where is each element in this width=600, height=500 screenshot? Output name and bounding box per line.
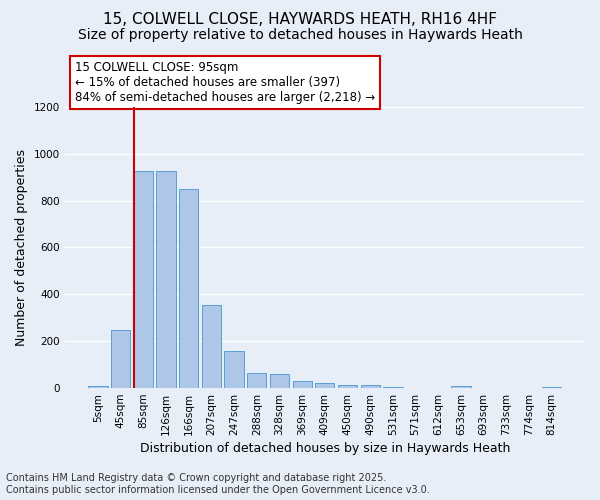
Bar [111,330,130,388]
Bar [134,170,153,388]
Bar [315,384,334,388]
Text: 15, COLWELL CLOSE, HAYWARDS HEATH, RH16 4HF: 15, COLWELL CLOSE, HAYWARDS HEATH, RH16 … [103,12,497,28]
Bar [293,381,312,388]
Y-axis label: Number of detached properties: Number of detached properties [15,149,28,346]
Bar [542,387,562,388]
Bar [88,386,107,388]
Bar [202,305,221,388]
Bar [338,386,357,388]
X-axis label: Distribution of detached houses by size in Haywards Heath: Distribution of detached houses by size … [140,442,510,455]
Bar [247,373,266,388]
Bar [224,351,244,388]
Bar [383,387,403,388]
Bar [157,170,176,388]
Text: Contains HM Land Registry data © Crown copyright and database right 2025.
Contai: Contains HM Land Registry data © Crown c… [6,474,430,495]
Text: Size of property relative to detached houses in Haywards Heath: Size of property relative to detached ho… [77,28,523,42]
Bar [361,386,380,388]
Text: 15 COLWELL CLOSE: 95sqm
← 15% of detached houses are smaller (397)
84% of semi-d: 15 COLWELL CLOSE: 95sqm ← 15% of detache… [75,61,376,104]
Bar [179,190,199,388]
Bar [270,374,289,388]
Bar [451,386,470,388]
